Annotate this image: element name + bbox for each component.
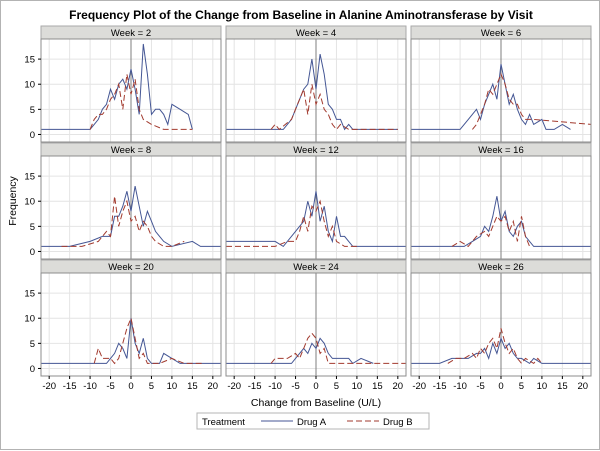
x-tick-label: -5 (291, 381, 299, 392)
panel-label: Week = 6 (481, 28, 521, 39)
x-tick-label: -10 (83, 381, 97, 392)
series-line-drug-b (61, 196, 185, 247)
series-line-drug-b (270, 84, 398, 131)
x-tick-label: 5 (149, 381, 154, 392)
panel: Week = 16 (410, 142, 592, 260)
panel-label: Week = 24 (293, 262, 339, 273)
x-tick-label: 5 (334, 381, 339, 392)
x-tick-label: 0 (498, 381, 503, 392)
x-tick-label: 15 (372, 381, 383, 392)
x-tick-label: -15 (433, 381, 447, 392)
x-tick-label: 0 (128, 381, 133, 392)
x-tick-label: -5 (106, 381, 114, 392)
x-tick-label: 0 (313, 381, 318, 392)
panel-label: Week = 2 (111, 28, 151, 39)
panel-border (40, 38, 222, 143)
legend-entry-label: Drug B (383, 417, 413, 428)
series-line-drug-b (447, 328, 543, 365)
x-tick-label: -20 (42, 381, 56, 392)
x-tick-label: 5 (519, 381, 524, 392)
series-line-drug-b (93, 316, 205, 365)
chart-title: Frequency Plot of the Change from Baseli… (69, 8, 533, 22)
panel-border (225, 38, 407, 143)
panel-label: Week = 4 (296, 28, 336, 39)
series-line-drug-b (89, 74, 193, 130)
x-tick-label: 20 (578, 381, 589, 392)
y-tick-label: 15 (24, 289, 35, 300)
x-axis-label: Change from Baseline (U/L) (251, 397, 381, 409)
y-tick-label: 5 (30, 105, 35, 116)
y-tick-label: 0 (30, 130, 35, 141)
y-tick-label: 5 (30, 339, 35, 350)
series-line-drug-a (41, 43, 193, 130)
y-tick-label: 0 (30, 364, 35, 375)
y-tick-label: 10 (24, 197, 35, 208)
x-tick-label: 10 (167, 381, 178, 392)
x-tick-label: 20 (208, 381, 219, 392)
x-tick-label: 20 (393, 381, 404, 392)
panel-label: Week = 8 (111, 145, 151, 156)
x-tick-label: -20 (227, 381, 241, 392)
y-tick-label: 0 (30, 247, 35, 258)
panel: Week = 12 (225, 142, 407, 260)
x-tick-label: -15 (63, 381, 77, 392)
x-tick-label: 10 (352, 381, 363, 392)
x-tick-label: -10 (268, 381, 282, 392)
x-tick-label: -5 (476, 381, 484, 392)
panel: Week = 2 0 5 10 15 (24, 25, 222, 143)
panel: Week = 26 -20 -15 -10 -5 0 5 10 15 20 (410, 259, 592, 392)
series-line-drug-a (226, 337, 374, 365)
panel: Week = 4 (225, 25, 407, 143)
panel-border (410, 155, 592, 260)
series-line-drug-a (226, 191, 406, 248)
panel-label: Week = 16 (478, 145, 524, 156)
panel-border (40, 155, 222, 260)
x-tick-label: -15 (248, 381, 262, 392)
y-tick-label: 10 (24, 314, 35, 325)
series-line-drug-a (226, 54, 398, 131)
x-tick-label: -10 (453, 381, 467, 392)
x-tick-label: -20 (412, 381, 426, 392)
y-axis-label: Frequency (7, 175, 19, 225)
series-line-drug-a (411, 336, 591, 365)
legend-box (196, 412, 430, 430)
legend: Treatment Drug A Drug B (196, 412, 430, 430)
panel: Week = 6 (410, 25, 592, 143)
series-line-drug-b (472, 72, 592, 130)
panel-border (410, 38, 592, 143)
series-line-drug-a (41, 186, 221, 247)
y-tick-label: 10 (24, 80, 35, 91)
legend-title: Treatment (202, 417, 245, 428)
x-tick-label: 10 (537, 381, 548, 392)
panel-label: Week = 12 (293, 145, 339, 156)
legend-entry-label: Drug A (297, 417, 327, 428)
panel: Week = 20 0 5 10 15 -20 -15 -10 -5 0 5 10 15 20 (24, 259, 222, 392)
panel: Week = 24 -20 -15 -10 -5 0 5 10 15 20 (225, 259, 407, 392)
y-tick-label: 15 (24, 172, 35, 183)
y-tick-label: 15 (24, 55, 35, 66)
series-line-drug-a (411, 64, 571, 130)
panel-label: Week = 26 (478, 262, 524, 273)
panel: Week = 8 0 5 10 15 (24, 142, 222, 260)
x-tick-label: 15 (187, 381, 198, 392)
panel-border (225, 155, 407, 260)
series-line-drug-b (270, 332, 406, 364)
y-tick-label: 5 (30, 222, 35, 233)
series-line-drug-b (451, 215, 531, 248)
panel-label: Week = 20 (108, 262, 154, 273)
series-line-drug-b (226, 199, 357, 247)
x-tick-label: 15 (557, 381, 568, 392)
series-line-drug-a (41, 318, 221, 364)
